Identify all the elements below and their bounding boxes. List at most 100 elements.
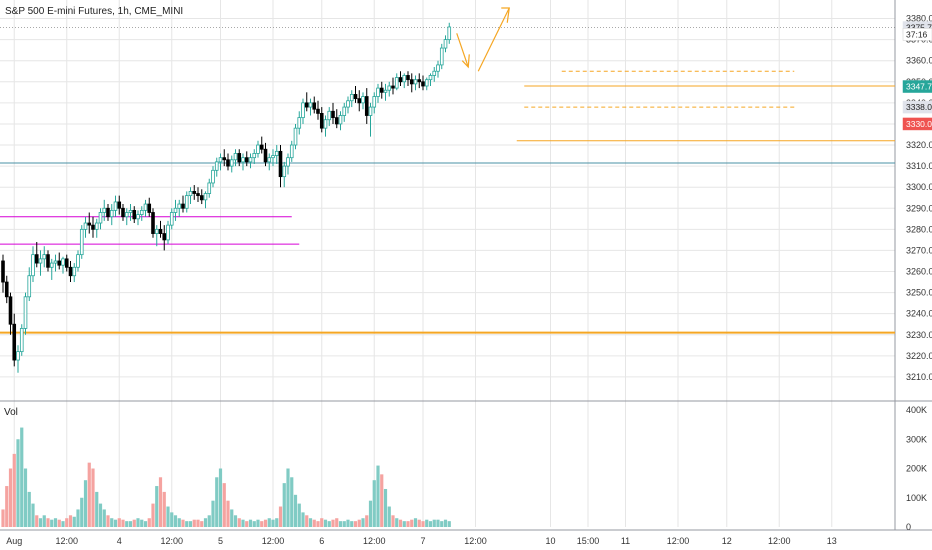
volume-bar: [211, 500, 215, 527]
volume-bar: [320, 518, 324, 527]
volume-bar: [417, 519, 421, 527]
volume-bar: [376, 465, 380, 527]
volume-bar: [166, 506, 170, 527]
volume-bar: [132, 519, 136, 527]
price-tag: [902, 117, 932, 131]
volume-bar: [162, 491, 166, 527]
candle-body: [394, 77, 399, 89]
volume-bar: [68, 515, 73, 527]
candle-body: [151, 212, 155, 234]
volume-pane-label: Vol: [4, 407, 18, 418]
candle-body: [117, 201, 122, 209]
volume-bar: [372, 480, 376, 527]
volume-bar: [102, 509, 106, 527]
candle-body: [102, 207, 107, 213]
candle-body: [31, 254, 35, 277]
projection-arrowhead-up[interactable]: [501, 7, 510, 23]
candle-body: [443, 39, 448, 49]
candle-body: [34, 254, 39, 264]
volume-bar: [365, 515, 369, 527]
price-tag: [902, 28, 932, 41]
volume-bar: [98, 503, 103, 527]
volume-bar: [301, 512, 305, 527]
candle-body: [357, 98, 362, 104]
volume-bar: [16, 439, 20, 527]
volume-bar: [361, 518, 365, 527]
candle-body: [147, 203, 152, 213]
candle-body: [304, 102, 309, 108]
candle-body: [387, 85, 392, 91]
volume-bar: [76, 509, 80, 527]
volume-bar: [413, 518, 418, 527]
volume-bar: [443, 519, 448, 527]
volume-bar: [398, 519, 403, 527]
volume-bar: [353, 521, 358, 527]
candle-body: [113, 201, 118, 211]
time-tick-label: 5: [218, 536, 223, 546]
volume-bar: [308, 518, 313, 527]
price-tick-label: 3380.00: [906, 14, 932, 24]
volume-bar: [192, 519, 196, 527]
candle-body: [417, 79, 422, 83]
volume-bar: [241, 519, 245, 527]
candle-body: [263, 148, 268, 163]
candle-body: [106, 207, 110, 218]
volume-bar: [260, 521, 264, 527]
volume-bar: [425, 519, 429, 527]
candle-body: [256, 144, 260, 154]
price-tag: [902, 100, 932, 114]
volume-bar: [31, 503, 35, 527]
candle-body: [233, 153, 238, 161]
volume-bar: [185, 521, 189, 527]
candle-body: [173, 207, 178, 213]
volume-bar: [158, 477, 163, 527]
price-tick-label: 3360.00: [906, 56, 932, 66]
candle-body: [188, 191, 193, 197]
volume-tick-label: 200K: [906, 464, 927, 474]
volume-bar: [53, 518, 58, 527]
candle-body: [308, 102, 313, 108]
projection-arrow-up[interactable]: [477, 7, 510, 72]
time-tick-label: 7: [420, 536, 425, 546]
time-tick-label: 12:00: [55, 536, 78, 546]
volume-bar: [297, 503, 301, 527]
candle-body: [181, 203, 185, 209]
volume-bar: [136, 518, 140, 527]
price-tag-label: 37:16: [906, 29, 928, 39]
time-tick-label: 12:00: [363, 536, 386, 546]
volume-bar: [140, 519, 144, 527]
price-tick-label: 3300.00: [906, 182, 932, 192]
candle-body: [229, 159, 234, 167]
volume-tick-label: 100K: [906, 493, 927, 503]
candle-body: [64, 258, 69, 268]
price-tag: [902, 80, 932, 93]
candle-body: [4, 281, 9, 298]
candle-body: [76, 254, 80, 268]
candle-body: [203, 193, 208, 201]
price-tick-label: 3210.00: [906, 372, 932, 382]
candle-body: [68, 266, 73, 277]
candle-body: [196, 193, 200, 197]
candle-body: [139, 209, 144, 215]
candle-body: [252, 153, 257, 159]
volume-bar: [1, 509, 5, 527]
candle-body: [169, 212, 174, 226]
volume-bar: [222, 483, 226, 527]
projection-arrow-down[interactable]: [456, 33, 469, 68]
projection-arrowhead-down[interactable]: [461, 54, 470, 69]
candle-body: [226, 159, 230, 167]
volume-bar: [440, 521, 444, 527]
candle-body: [42, 254, 47, 260]
candle-body: [353, 94, 358, 100]
candle-body: [293, 127, 298, 146]
volume-bar: [106, 515, 110, 527]
volume-bar: [117, 518, 121, 527]
candle-body: [1, 260, 5, 283]
candle-body: [12, 323, 17, 361]
candle-body: [132, 209, 137, 220]
time-tick-label: 15:00: [577, 536, 600, 546]
candle-body: [177, 203, 182, 209]
volume-bar: [237, 518, 241, 527]
